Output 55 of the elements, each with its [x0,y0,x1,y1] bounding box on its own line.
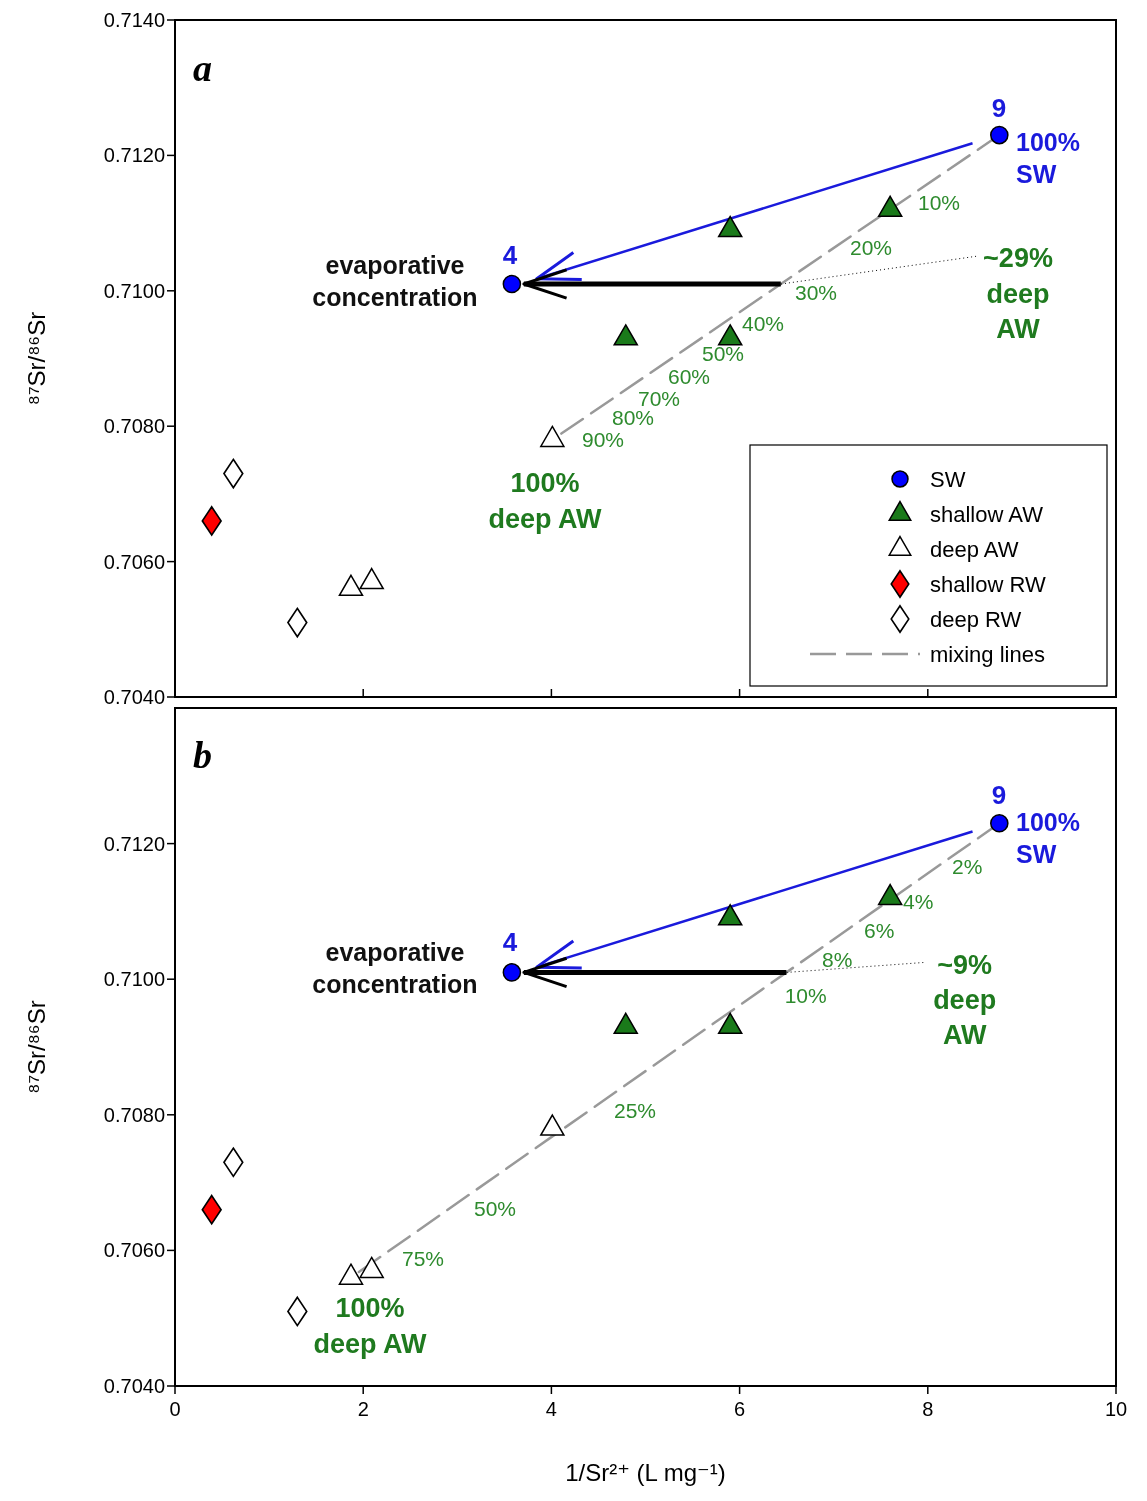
annotation: 10% [784,983,827,1007]
annotation: evaporative concentration [312,937,478,999]
annotation: evaporative concentration [312,250,478,312]
annotation: 9 [991,93,1007,124]
y-tick-label: 0.7080 [103,1103,165,1126]
y-tick-label: 0.7080 [103,415,165,438]
annotation: 75% [402,1247,445,1271]
y-tick-label: 0.7100 [103,968,165,991]
legend-label: shallow RW [930,571,1046,597]
annotation: b [193,734,212,777]
x-tick-label: 4 [545,1398,557,1420]
annotation: 90% [582,428,625,452]
annotation: 6% [864,919,895,943]
annotation: 50% [474,1197,517,1221]
annotation: 2% [952,855,983,879]
annotation: 100% SW [1016,807,1080,869]
annotation: ~9% deep AW [933,949,997,1051]
annotation: 4 [502,926,518,957]
y-tick-label: 0.7060 [103,1239,165,1262]
y-tick-label: 0.7120 [103,832,165,855]
y-tick-label: 0.7040 [103,686,165,708]
legend-label: shallow AW [930,501,1044,527]
annotation: ~29% deep AW [983,243,1053,344]
y-tick-label: 0.7060 [103,550,165,573]
legend-label: deep RW [930,606,1022,632]
x-axis-title: 1/Sr²⁺ (L mg⁻¹) [565,1459,726,1486]
y-tick-label: 0.7140 [103,9,165,31]
y-axis-title: ⁸⁷Sr/⁸⁶Sr [23,1000,50,1094]
annotation: 4% [903,890,934,914]
annotation: 60% [668,365,711,389]
annotation: 10% [918,191,961,215]
x-tick-label: 0 [169,1398,181,1420]
annotation: 100% deep AW [488,468,603,534]
legend-label: mixing lines [930,641,1045,667]
annotation: 100% SW [1016,127,1080,189]
x-tick-label: 2 [357,1398,369,1420]
x-tick-label: 6 [734,1398,746,1420]
annotation: 20% [850,236,893,260]
annotation: 25% [614,1099,657,1123]
annotation: 9 [991,780,1007,811]
annotation: 4 [502,240,518,271]
annotation: 100% deep AW [313,1293,428,1359]
annotation: 40% [742,312,785,336]
y-axis-title: ⁸⁷Sr/⁸⁶Sr [23,311,50,406]
x-tick-label: 10 [1104,1398,1128,1420]
legend-label: SW [930,466,966,492]
y-tick-label: 0.7120 [103,144,165,167]
y-tick-label: 0.7040 [103,1375,165,1397]
annotation: 8% [822,948,853,972]
annotation: a [193,47,212,90]
annotation: 30% [795,281,838,305]
y-tick-label: 0.7100 [103,279,165,302]
legend-label: deep AW [930,536,1019,562]
annotation: 50% [702,342,745,366]
x-tick-label: 8 [922,1398,934,1420]
